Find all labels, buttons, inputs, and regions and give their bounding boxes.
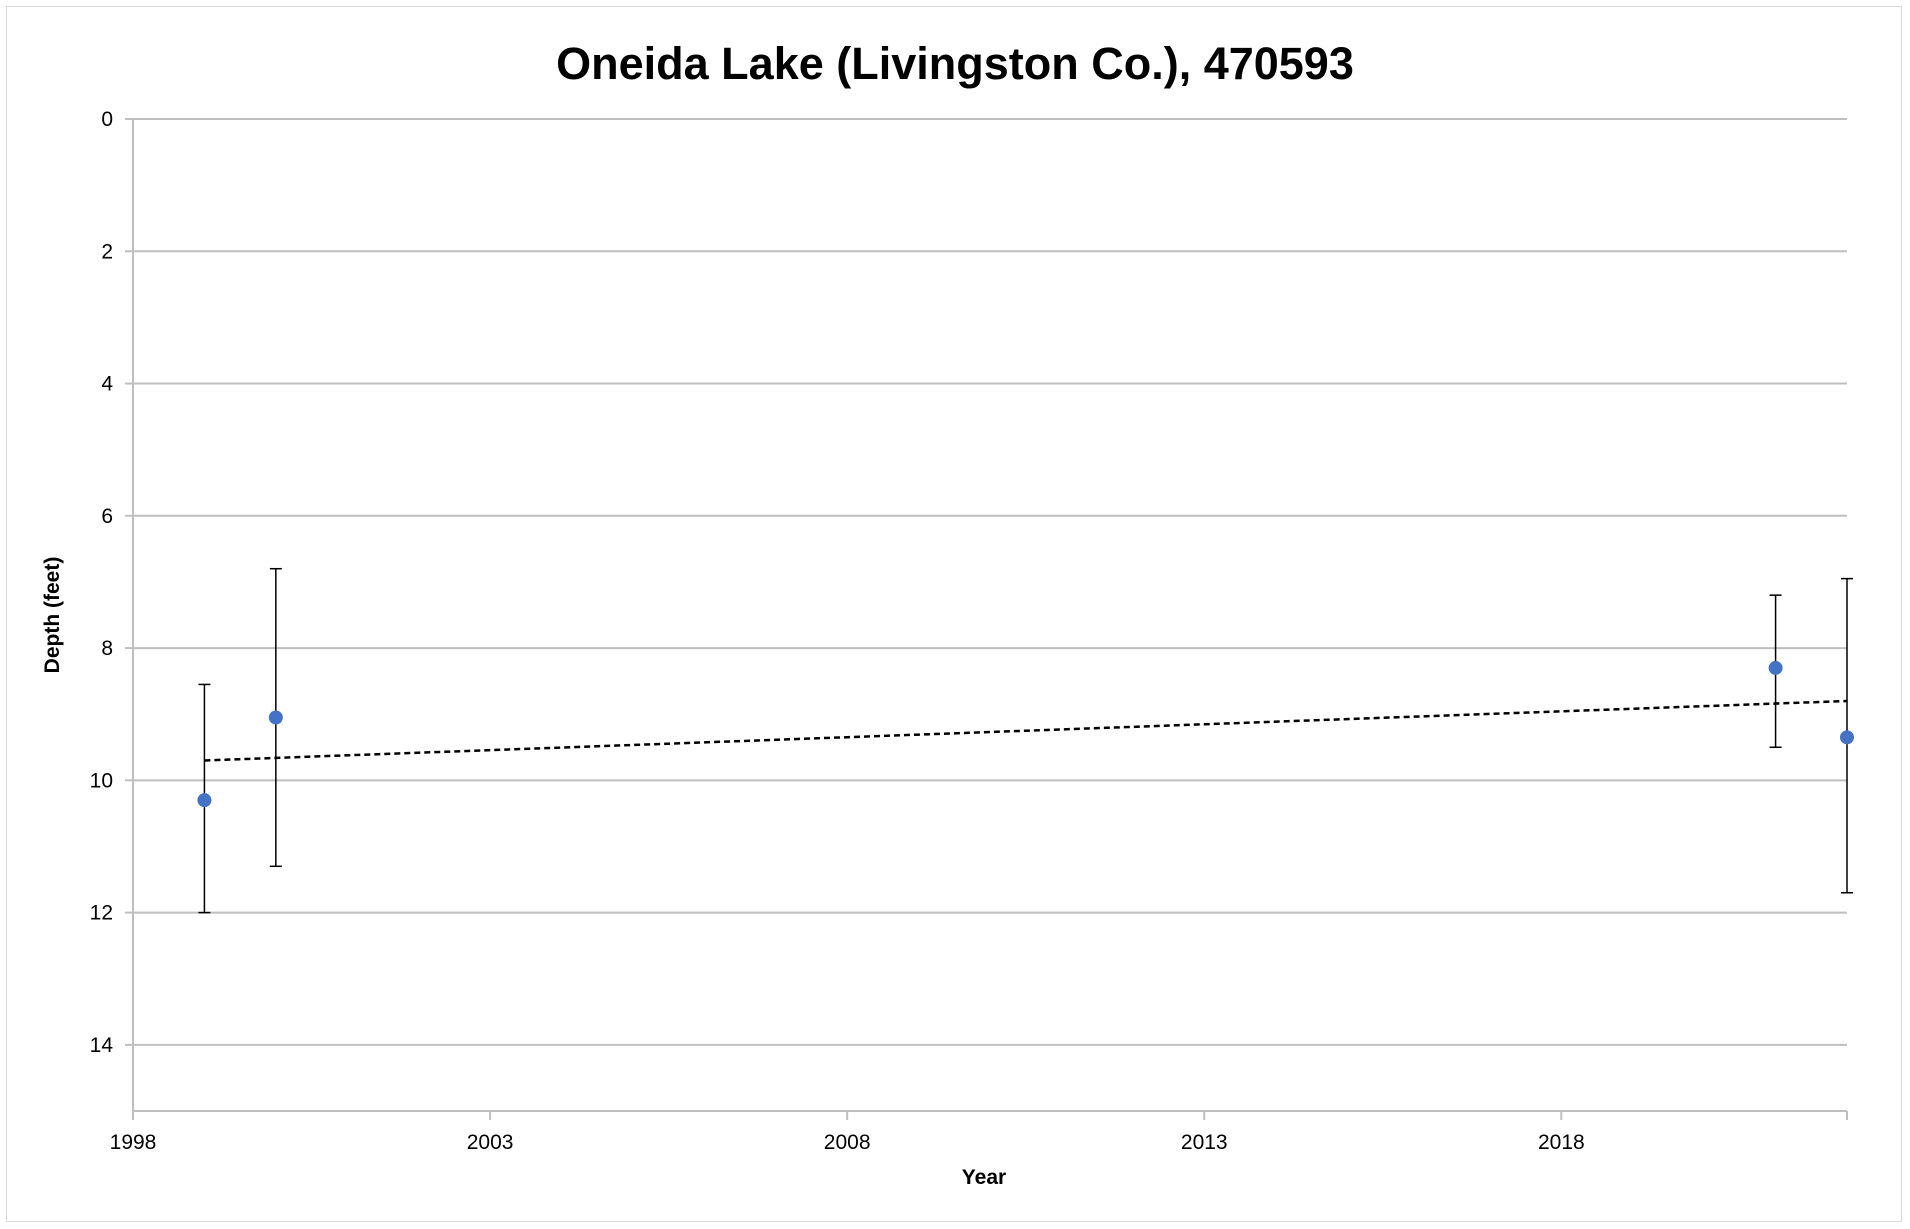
- data-point: [1840, 730, 1854, 745]
- point-layer: [197, 660, 1854, 808]
- trend-layer: [204, 699, 1848, 762]
- chart-svg: Oneida Lake (Livingston Co.), 470593 0 2 4…: [41, 38, 1854, 1189]
- data-point: [268, 710, 283, 725]
- x-tick-label: 2013: [1181, 1131, 1228, 1154]
- chart-title: Oneida Lake (Livingston Co.), 470593: [556, 38, 1354, 89]
- y-axis-title: Depth (feet): [41, 557, 64, 674]
- axis-layer: [125, 118, 1848, 1120]
- data-point: [1768, 660, 1783, 675]
- trendline: [204, 699, 1848, 762]
- y-tick-label: 14: [90, 1034, 114, 1057]
- y-tick-label: 6: [101, 505, 113, 528]
- y-tick-label: 10: [90, 769, 113, 792]
- y-tick-label: 4: [101, 373, 113, 396]
- x-tick-label: 2008: [824, 1131, 871, 1154]
- tick-label-layer: 0 2 4 6 8 10 12 14 1998 2003 2008 2013 2018: [90, 108, 1585, 1154]
- x-tick-label: 2018: [1538, 1131, 1585, 1154]
- y-tick-label: 2: [101, 240, 113, 263]
- y-tick-label: 0: [101, 108, 113, 131]
- y-tick-label: 12: [90, 902, 113, 925]
- x-tick-label: 2003: [467, 1131, 514, 1154]
- data-point: [197, 793, 212, 808]
- error-layer: [198, 567, 1853, 914]
- y-tick-label: 8: [101, 637, 113, 660]
- x-axis-title: Year: [962, 1166, 1006, 1189]
- chart-frame: Oneida Lake (Livingston Co.), 470593 0 2 4…: [6, 6, 1902, 1222]
- x-tick-label: 1998: [110, 1131, 157, 1154]
- grid-layer: [133, 118, 1847, 1046]
